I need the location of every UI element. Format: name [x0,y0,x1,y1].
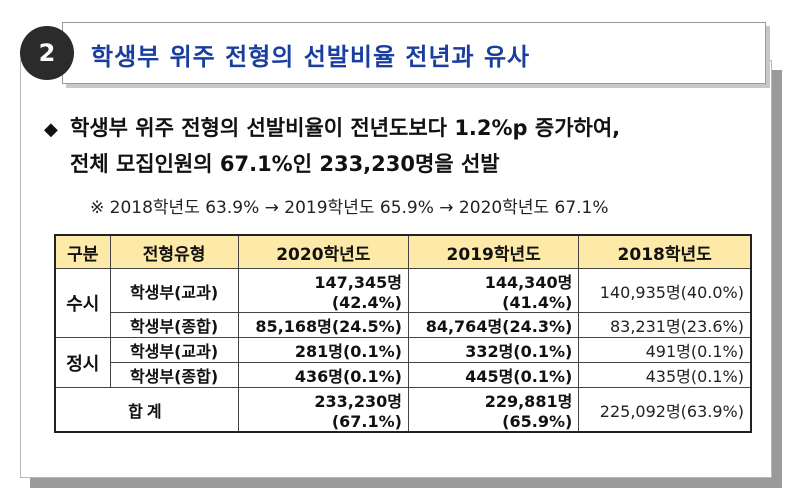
value-2020: 85,168명(24.5%) [237,312,409,338]
table-row: 정시 학생부(교과) 281명(0.1%) 332명(0.1%) 491명(0.… [54,337,752,388]
header-2019: 2019학년도 [407,234,580,269]
value-2018: 491명(0.1%) [578,337,752,363]
selection-ratio-table: 구분 전형유형 2020학년도 2019학년도 2018학년도 수시 학생부(교… [54,234,752,433]
value-2018: 83,231명(23.6%) [578,312,752,338]
value-2020: 436명(0.1%) [237,362,409,388]
value-2020: 281명(0.1%) [237,337,409,363]
diamond-bullet-icon: ◆ [44,119,58,140]
header-category: 구분 [54,234,111,269]
value-2020: 147,345명(42.4%) [237,268,409,313]
value-2019: 332명(0.1%) [407,337,580,363]
value-2019: 144,340명(41.4%) [407,268,580,313]
page-title: 학생부 위주 전형의 선발비율 전년과 유사 [91,43,531,71]
trend-note: ※ 2018학년도 63.9% → 2019학년도 65.9% → 2020학년… [90,198,609,218]
type-cell: 학생부(교과) [109,337,239,363]
table-row: 수시 학생부(교과) 147,345명(42.4%) 144,340명(41.4… [54,268,752,338]
header-2018: 2018학년도 [578,234,752,269]
table-row: 학생부(종합) 436명(0.1%) 445명(0.1%) 435명(0.1%) [55,362,752,388]
summary-line-1: ◆ 학생부 위주 전형의 선발비율이 전년도보다 1.2%p 증가하여, [44,112,620,142]
total-2018: 225,092명(63.9%) [578,387,752,433]
type-cell: 학생부(종합) [109,362,239,388]
section-number-badge: 2 [20,26,74,80]
category-cell: 정시 [54,337,111,388]
header-2020: 2020학년도 [237,234,409,269]
type-cell: 학생부(종합) [109,312,239,338]
total-label: 합계 [54,387,239,433]
value-2019: 84,764명(24.3%) [407,312,580,338]
header-type: 전형유형 [109,234,239,269]
value-2018: 435명(0.1%) [578,362,752,388]
value-2018: 140,935명(40.0%) [578,268,752,313]
table-header-row: 구분 전형유형 2020학년도 2019학년도 2018학년도 [54,234,752,269]
table-total-row: 합계 233,230명(67.1%) 229,881명(65.9%) 225,0… [54,387,752,433]
total-2020: 233,230명(67.1%) [237,387,409,433]
title-box: 학생부 위주 전형의 선발비율 전년과 유사 [62,22,766,84]
value-2019: 445명(0.1%) [407,362,580,388]
summary-line-2: 전체 모집인원의 67.1%인 233,230명을 선발 [70,148,500,178]
table-row: 학생부(종합) 85,168명(24.5%) 84,764명(24.3%) 83… [55,312,752,338]
category-cell: 수시 [54,268,111,338]
type-cell: 학생부(교과) [109,268,239,313]
summary-text-2: 전체 모집인원의 67.1%인 233,230명을 선발 [70,152,500,176]
total-2019: 229,881명(65.9%) [407,387,580,433]
summary-text-1: 학생부 위주 전형의 선발비율이 전년도보다 1.2%p 증가하여, [70,116,621,140]
